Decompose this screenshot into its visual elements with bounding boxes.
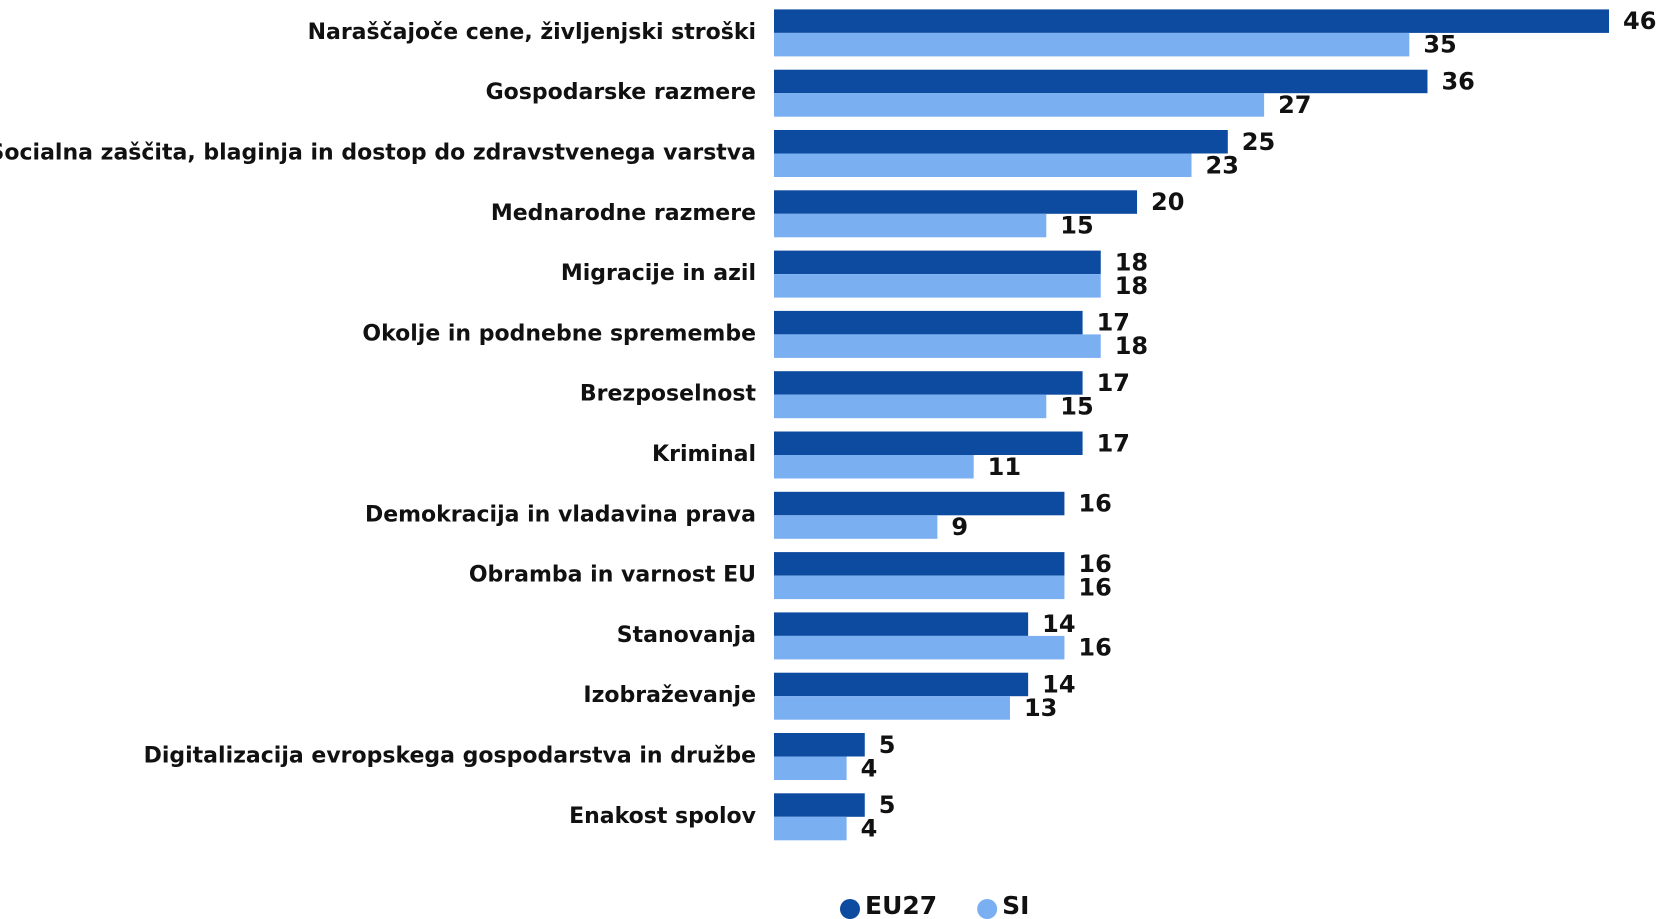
category-label: Kriminal xyxy=(652,442,756,467)
category-label: Demokracija in vladavina prava xyxy=(365,502,756,527)
legend-swatch xyxy=(977,899,998,919)
category-label: Socialna zaščita, blaginja in dostop do … xyxy=(0,141,756,166)
bar xyxy=(774,793,865,817)
bar xyxy=(774,250,1101,275)
category-label: Obramba in varnost EU xyxy=(469,563,756,588)
bar xyxy=(774,93,1265,117)
category-label: Okolje in podnebne spremembe xyxy=(362,321,756,346)
value-label: 25 xyxy=(1242,128,1275,156)
bar xyxy=(774,274,1101,298)
category-label: Naraščajoče cene, življenjski stroški xyxy=(308,20,756,45)
bar xyxy=(774,552,1065,576)
value-label: 18 xyxy=(1115,332,1148,360)
bar xyxy=(774,696,1010,720)
value-label: 14 xyxy=(1042,670,1075,698)
value-label: 20 xyxy=(1151,188,1184,216)
category-label: Enakost spolov xyxy=(569,804,757,829)
value-label: 16 xyxy=(1078,573,1111,601)
bar xyxy=(774,69,1428,94)
value-label: 11 xyxy=(988,453,1021,481)
bar xyxy=(774,334,1101,358)
bar xyxy=(774,371,1083,395)
bar xyxy=(774,635,1065,660)
category-label: Stanovanja xyxy=(617,623,756,648)
bar xyxy=(774,672,1029,697)
legend-swatch xyxy=(840,899,860,919)
value-label: 36 xyxy=(1441,67,1474,95)
value-label: 15 xyxy=(1060,212,1093,240)
category-label: Gospodarske razmere xyxy=(486,80,756,105)
bar xyxy=(774,756,847,780)
bar xyxy=(774,130,1228,154)
value-label: 35 xyxy=(1423,31,1456,59)
category-label: Migracije in azil xyxy=(561,261,756,286)
category-label: Izobraževanje xyxy=(583,683,756,708)
category-label: Mednarodne razmere xyxy=(491,201,756,226)
value-label: 5 xyxy=(879,791,896,819)
bar xyxy=(774,431,1083,455)
legend-label: SI xyxy=(1002,891,1029,919)
category-label: Digitalizacija evropskega gospodarstva i… xyxy=(144,744,756,769)
bar xyxy=(774,213,1047,238)
value-label: 27 xyxy=(1278,91,1311,119)
value-label: 16 xyxy=(1078,634,1111,662)
value-label: 17 xyxy=(1097,429,1130,457)
legend-label: EU27 xyxy=(865,891,937,919)
bar xyxy=(774,153,1192,177)
value-label: 9 xyxy=(951,513,968,541)
bar xyxy=(774,733,865,757)
bar xyxy=(774,9,1609,33)
value-label: 13 xyxy=(1024,694,1057,722)
bar xyxy=(774,575,1065,600)
bar xyxy=(774,394,1047,419)
value-label: 17 xyxy=(1097,309,1130,337)
bar xyxy=(774,816,847,841)
value-label: 23 xyxy=(1206,151,1239,179)
bar xyxy=(774,310,1083,335)
value-label: 15 xyxy=(1060,392,1093,420)
value-label: 14 xyxy=(1042,610,1075,638)
value-label: 16 xyxy=(1078,490,1111,518)
value-label: 4 xyxy=(861,815,878,843)
bar xyxy=(774,515,938,539)
bar xyxy=(774,455,974,479)
value-label: 4 xyxy=(861,754,878,782)
value-label: 5 xyxy=(879,731,896,759)
bar xyxy=(774,32,1410,57)
value-label: 17 xyxy=(1097,369,1130,397)
value-label: 46 xyxy=(1623,7,1656,35)
value-label: 16 xyxy=(1078,550,1111,578)
value-label: 18 xyxy=(1115,248,1148,276)
bar xyxy=(774,612,1029,636)
bar xyxy=(774,190,1138,214)
bar xyxy=(774,491,1065,516)
category-label: Brezposelnost xyxy=(580,382,757,407)
value-label: 18 xyxy=(1115,272,1148,300)
